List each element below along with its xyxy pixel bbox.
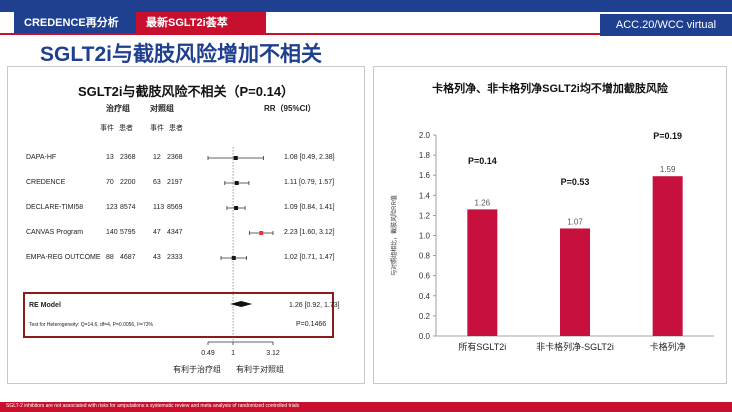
study-ctrl-n: 2368: [167, 154, 183, 161]
y-tick-label: 1.2: [419, 211, 431, 220]
bar: [652, 176, 683, 336]
study-name: DAPA-HF: [26, 154, 57, 161]
conference-badge: ACC.20/WCC virtual: [600, 14, 732, 36]
y-tick-label: 0.2: [419, 312, 431, 321]
p-value-label: P=0.53: [561, 177, 590, 187]
study-ctrl-n: 2333: [167, 254, 183, 261]
re-model-highlight-box: RE Model 1.26 [0.92, 1.73] Test for Hete…: [23, 292, 340, 338]
study-treat-events: 140: [106, 229, 118, 236]
bar-value-label: 1.26: [475, 198, 491, 207]
x-category-label: 卡格列净: [650, 341, 686, 352]
footer-bar: SGLT-2 inhibitors are not associated wit…: [0, 402, 732, 412]
study-point-estimate: [231, 256, 236, 260]
study-treat-n: 2368: [120, 154, 136, 161]
study-rr-text: 1.09 [0.84, 1.41]: [284, 204, 335, 211]
study-treat-n: 8574: [120, 204, 136, 211]
favors-control-label: 有利于对照组: [236, 365, 284, 374]
bar: [560, 228, 590, 336]
sub-header-ctrl-patients: 患者: [169, 125, 183, 132]
study-name: CREDENCE: [26, 179, 66, 186]
top-bar: [0, 0, 732, 12]
y-tick-label: 0.4: [419, 292, 431, 301]
tab-latest-meta-analysis: 最新SGLT2i荟萃: [136, 12, 266, 34]
study-treat-events: 123: [106, 204, 118, 211]
forest-plot-graphic: 0.49 1 3.12: [201, 147, 280, 357]
re-model-p-value: P=0.1466: [296, 321, 327, 328]
forest-x-tick-label: 3.12: [266, 350, 280, 357]
study-treat-n: 5795: [120, 229, 136, 236]
forest-plot-title: SGLT2i与截肢风险不相关（P=0.14）: [77, 84, 295, 99]
study-name: DECLARE-TIMI58: [26, 204, 84, 211]
bar: [467, 209, 498, 336]
col-header-rr: RR（95%CI）: [264, 104, 316, 113]
forest-x-tick-label: 1: [231, 350, 235, 357]
x-category-label: 所有SGLT2i: [458, 341, 506, 352]
study-treat-events: 70: [106, 179, 114, 186]
bar-chart: 0.0 0.2 0.4 0.6 0.8 1.0 1.2 1.4 1.6 1.8 2.0 与对照组相比，…: [390, 131, 714, 352]
y-tick-label: 0.8: [419, 252, 431, 261]
forest-x-tick-label: 0.49: [201, 350, 215, 357]
study-rr-text: 1.08 [0.49, 2.38]: [284, 154, 335, 161]
study-point-estimate: [259, 231, 264, 235]
re-model-diamond: [230, 301, 253, 307]
bar-value-label: 1.59: [660, 165, 676, 174]
bar-chart-title: 卡格列净、非卡格列净SGLT2i均不增加截肢风险: [432, 83, 668, 95]
study-treat-events: 88: [106, 254, 114, 261]
y-tick-label: 1.0: [419, 232, 431, 241]
study-ctrl-events: 113: [153, 204, 165, 211]
p-value-label: P=0.19: [653, 131, 682, 141]
x-category-label: 非卡格列净-SGLT2i: [536, 341, 614, 352]
y-tick-label: 0.0: [419, 332, 431, 341]
footer-citation: SGLT-2 inhibitors are not associated wit…: [6, 403, 300, 409]
col-header-treatment: 治疗组: [106, 104, 130, 113]
study-ctrl-events: 43: [153, 254, 161, 261]
study-rr-text: 1.02 [0.71, 1.47]: [284, 254, 335, 261]
sub-header-treat-patients: 患者: [119, 125, 133, 132]
bar-value-label: 1.07: [567, 217, 583, 226]
sub-header-ctrl-events: 事件: [150, 125, 164, 132]
y-tick-label: 2.0: [419, 131, 431, 140]
y-tick-label: 1.8: [419, 151, 431, 160]
study-name: EMPA-REG OUTCOME: [26, 254, 101, 261]
col-header-control: 对照组: [150, 104, 174, 113]
heterogeneity-text: Test for Heterogeneity: Q=14.6, df=4, P=…: [29, 322, 153, 328]
study-ctrl-n: 8569: [167, 204, 183, 211]
favors-treatment-label: 有利于治疗组: [173, 365, 221, 374]
re-model-rr: 1.26 [0.92, 1.73]: [289, 302, 340, 309]
study-treat-n: 4687: [120, 254, 136, 261]
study-treat-events: 13: [106, 154, 114, 161]
study-rr-text: 2.23 [1.60, 3.12]: [284, 229, 335, 236]
bar-chart-panel: 卡格列净、非卡格列净SGLT2i均不增加截肢风险 0.0 0.2 0.4 0.6 0.8…: [373, 66, 727, 384]
study-name: CANVAS Program: [26, 229, 84, 236]
y-tick-label: 1.4: [419, 191, 431, 200]
study-ctrl-n: 2197: [167, 179, 183, 186]
study-ctrl-n: 4347: [167, 229, 183, 236]
study-rr-text: 1.11 [0.79, 1.57]: [284, 179, 335, 186]
slide-title: SGLT2i与截肢风险增加不相关: [40, 43, 322, 66]
study-treat-n: 2200: [120, 179, 136, 186]
sub-header-treat-events: 事件: [100, 125, 114, 132]
study-point-estimate: [233, 156, 238, 160]
study-ctrl-events: 63: [153, 179, 161, 186]
tab-credence-reanalysis: CREDENCE再分析: [14, 12, 138, 34]
p-value-label: P=0.14: [468, 156, 497, 166]
study-point-estimate: [234, 181, 239, 185]
study-ctrl-events: 12: [153, 154, 161, 161]
y-axis-label: 与对照组相比，截肢风险RR值: [390, 195, 398, 276]
y-tick-label: 0.6: [419, 272, 431, 281]
study-point-estimate: [234, 206, 239, 210]
header-divider: [0, 33, 732, 35]
y-tick-label: 1.6: [419, 171, 431, 180]
re-model-label: RE Model: [29, 302, 61, 309]
forest-plot-panel: SGLT2i与截肢风险不相关（P=0.14） 治疗组 对照组 RR（95%CI）…: [7, 66, 365, 384]
study-ctrl-events: 47: [153, 229, 161, 236]
